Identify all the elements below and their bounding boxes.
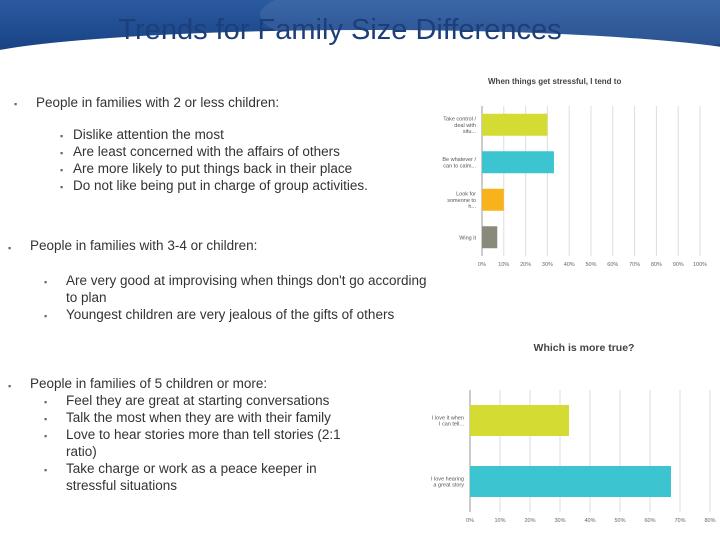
x-tick-label: 90% [673, 262, 684, 268]
bullet-list: ▪ People in families with 2 or less chil… [8, 95, 427, 493]
category-label: I love it when I can tell... [432, 415, 465, 427]
bullet-marker: ▪ [60, 131, 64, 141]
x-tick-label: 80% [651, 262, 662, 268]
bullet-marker: ▪ [44, 431, 48, 441]
bullet-marker: ▪ [44, 465, 48, 475]
category-label: Look for someone to h... [447, 192, 476, 210]
bullet-marker: ▪ [60, 165, 64, 175]
x-tick-label: 70% [629, 262, 640, 268]
group-3-item: Talk the most when they are with their f… [66, 410, 331, 425]
bullet-marker: ▪ [44, 414, 48, 424]
x-tick-label: 10% [498, 262, 509, 268]
x-tick-label: 40% [564, 262, 575, 268]
bullet-marker: ▪ [44, 311, 48, 321]
truth-chart: Which is more true? 0% 10% 20% 30% 40% 50% 60% 7… [412, 332, 720, 532]
category-label: I love hearing a great story [431, 476, 464, 488]
bar [470, 466, 671, 497]
bullet-marker: ▪ [8, 381, 12, 391]
bullet-marker: ▪ [60, 182, 64, 192]
group-3-item: Feel they are great at starting conversa… [66, 393, 330, 408]
bullet-marker: ▪ [8, 243, 12, 253]
bullet-marker: ▪ [44, 397, 48, 407]
x-tick-label: 80% [704, 518, 715, 524]
slide-header [0, 0, 720, 62]
slide-title: Trends for Family Size Differences [118, 14, 562, 46]
category-label: Wing it [459, 235, 476, 241]
group-1-item: Do not like being put in charge of group… [73, 178, 368, 193]
x-tick-label: 40% [584, 518, 595, 524]
x-tick-label: 0% [478, 262, 486, 268]
x-tick-label: 20% [524, 518, 535, 524]
group-2-item: Are very good at improvising when things… [66, 273, 427, 305]
group-1-heading: People in families with 2 or less childr… [36, 95, 280, 110]
group-1-item: Dislike attention the most [73, 127, 224, 142]
truth-chart-svg: Which is more true? 0% 10% 20% 30% 40% 50% 60% 7… [431, 342, 716, 524]
x-tick-label: 60% [607, 262, 618, 268]
x-tick-label: 50% [614, 518, 625, 524]
group-3-heading: People in families of 5 children or more… [30, 376, 268, 391]
stress-chart-svg: When things get stressful, I tend to 0% 10… [442, 77, 707, 268]
chart-title: When things get stressful, I tend to [488, 77, 621, 86]
bullet-marker: ▪ [44, 277, 48, 287]
bar [470, 405, 569, 436]
category-label: Be whatever / can to calm... [442, 157, 476, 169]
bar [482, 226, 498, 249]
x-tick-label: 30% [542, 262, 553, 268]
group-1-item: Are least concerned with the affairs of … [73, 144, 340, 159]
bar [482, 188, 504, 211]
bullet-marker: ▪ [14, 99, 18, 109]
category-label: Take control / deal with situ... [443, 117, 476, 135]
x-tick-label: 10% [494, 518, 505, 524]
x-tick-label: 0% [466, 518, 474, 524]
x-tick-label: 20% [520, 262, 531, 268]
group-2-heading: People in families with 3-4 or children: [30, 238, 258, 253]
stress-chart: When things get stressful, I tend to 0% 10… [432, 70, 720, 270]
bar [482, 151, 554, 174]
bullet-marker: ▪ [60, 148, 64, 158]
x-tick-label: 60% [644, 518, 655, 524]
x-tick-label: 50% [585, 262, 596, 268]
group-1-item: Are more likely to put things back in th… [73, 161, 353, 176]
chart-title: Which is more true? [534, 342, 635, 354]
group-2-item: Youngest children are very jealous of th… [66, 307, 395, 322]
x-tick-label: 100% [693, 262, 707, 268]
x-tick-label: 70% [674, 518, 685, 524]
group-3-item: Love to hear stories more than tell stor… [66, 427, 341, 459]
bar [482, 113, 548, 136]
group-3-item: Take charge or work as a peace keeper in… [66, 461, 317, 493]
x-tick-label: 30% [554, 518, 565, 524]
